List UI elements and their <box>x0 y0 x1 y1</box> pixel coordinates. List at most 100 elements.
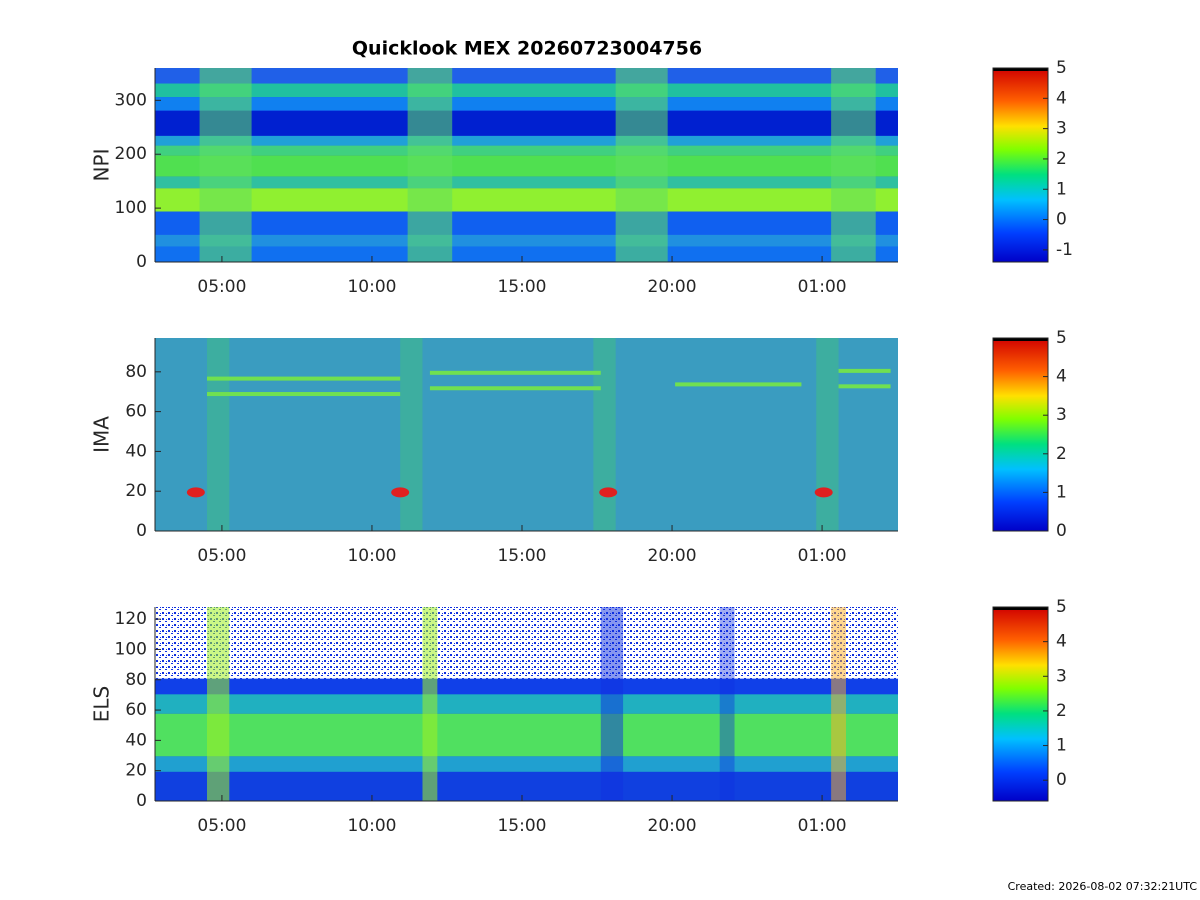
colorbar-tick-label: 3 <box>1056 119 1067 139</box>
y-axis-label: NPI <box>90 149 114 182</box>
colorbar-frame <box>992 67 1049 263</box>
heatmap-stripe <box>719 607 735 801</box>
heatmap-stripe <box>816 338 839 531</box>
heatmap-trace <box>207 376 401 381</box>
colorbar <box>993 607 1048 801</box>
heatmap-band <box>155 756 898 772</box>
y-tick-label: 40 <box>125 730 147 750</box>
heatmap-stripe <box>600 607 624 801</box>
heatmap-stripe <box>615 68 668 262</box>
heatmap-stripe <box>831 68 876 262</box>
y-tick-label: 0 <box>136 521 147 541</box>
x-tick-label: 20:00 <box>648 277 697 297</box>
x-tick-label: 20:00 <box>648 816 697 836</box>
y-tick-label: 20 <box>125 481 147 501</box>
colorbar-tick-label: 3 <box>1056 666 1067 686</box>
x-tick-label: 05:00 <box>197 277 246 297</box>
heatmap-stripe <box>207 607 230 801</box>
colorbar-tick-label: 4 <box>1056 367 1067 387</box>
heatmap-trace <box>838 368 891 373</box>
y-tick-label: 200 <box>115 144 147 164</box>
heatmap-stripe <box>831 607 846 801</box>
heatmap-band <box>155 211 898 235</box>
y-tick-label: 100 <box>115 198 147 218</box>
heatmap-band <box>155 145 898 156</box>
colorbar-tick-label: 5 <box>1056 58 1067 78</box>
colorbar-tick-label: 5 <box>1056 328 1067 348</box>
heatmap-band <box>155 246 898 262</box>
y-tick-label: 0 <box>136 791 147 811</box>
x-tick-label: 01:00 <box>798 546 847 566</box>
heatmap-band <box>155 110 898 136</box>
x-tick-label: 05:00 <box>197 816 246 836</box>
x-tick-label: 10:00 <box>347 546 396 566</box>
colorbar-tick-label: 1 <box>1056 179 1067 199</box>
colorbar-tick-label: -1 <box>1056 240 1073 260</box>
heatmap-peak <box>599 487 618 498</box>
heatmap-band <box>155 771 898 801</box>
x-tick-label: 15:00 <box>497 546 546 566</box>
heatmap-band <box>155 188 898 212</box>
heatmap-trace <box>838 384 891 389</box>
heatmap-stripe <box>593 338 616 531</box>
x-tick-label: 10:00 <box>347 816 396 836</box>
colorbar-tick-label: 0 <box>1056 521 1067 541</box>
colorbar-tick-label: 3 <box>1056 405 1067 425</box>
heatmap-band <box>155 678 898 695</box>
colorbar-tick-label: 1 <box>1056 736 1067 756</box>
heatmap-band <box>155 694 898 714</box>
colorbar <box>993 338 1048 531</box>
y-tick-label: 60 <box>125 402 147 422</box>
y-tick-label: 20 <box>125 761 147 781</box>
heatmap-trace <box>207 392 401 397</box>
heatmap-band <box>155 176 898 189</box>
heatmap-peak <box>391 487 410 498</box>
chart-title: Quicklook MEX 20260723004756 <box>352 38 702 60</box>
y-tick-label: 100 <box>115 639 147 659</box>
x-tick-label: 10:00 <box>347 277 396 297</box>
heatmap-image <box>155 338 898 531</box>
y-axis-label: IMA <box>90 416 114 453</box>
y-tick-label: 40 <box>125 441 147 461</box>
colorbar-tick-label: 5 <box>1056 597 1067 617</box>
x-tick-label: 01:00 <box>798 816 847 836</box>
heatmap-band <box>155 83 898 98</box>
x-tick-label: 15:00 <box>497 277 546 297</box>
y-tick-label: 80 <box>125 362 147 382</box>
y-tick-label: 0 <box>136 252 147 272</box>
colorbar-tick-label: 0 <box>1056 770 1067 790</box>
heatmap-trace <box>429 386 601 391</box>
heatmap-band <box>155 135 898 146</box>
colorbar-top <box>993 68 1048 71</box>
heatmap-band <box>155 68 898 84</box>
heatmap-band <box>155 97 898 111</box>
colorbar-top <box>993 338 1048 341</box>
heatmap-stripe <box>400 338 423 531</box>
heatmap-stripe <box>422 607 438 801</box>
heatmap-trace <box>675 382 802 387</box>
colorbar-tick-label: 2 <box>1056 701 1067 721</box>
colorbar-tick-label: 4 <box>1056 88 1067 108</box>
colorbar-frame <box>992 606 1049 802</box>
heatmap-peak <box>186 487 205 498</box>
colorbar-tick-label: 2 <box>1056 444 1067 464</box>
heatmap-stripe <box>207 338 230 531</box>
x-tick-label: 20:00 <box>648 546 697 566</box>
created-note: Created: 2026-08-02 07:32:21UTC <box>1008 880 1198 893</box>
colorbar <box>993 68 1048 262</box>
colorbar-tick-label: 0 <box>1056 210 1067 230</box>
x-tick-label: 01:00 <box>798 277 847 297</box>
heatmap-peak <box>814 487 833 498</box>
heatmap-stripe <box>199 68 252 262</box>
x-tick-label: 05:00 <box>197 546 246 566</box>
heatmap-band <box>155 234 898 247</box>
x-tick-label: 15:00 <box>497 816 546 836</box>
colorbar-tick-label: 4 <box>1056 632 1067 652</box>
heatmap-stripe <box>407 68 453 262</box>
colorbar-tick-label: 1 <box>1056 482 1067 502</box>
colorbar-frame <box>992 337 1049 532</box>
heatmap-band <box>155 713 898 757</box>
colorbar-tick-label: 2 <box>1056 149 1067 169</box>
y-tick-label: 300 <box>115 90 147 110</box>
